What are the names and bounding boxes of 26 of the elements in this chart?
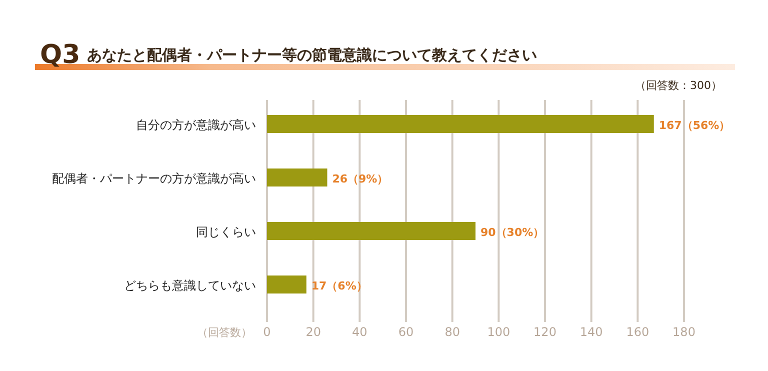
y-tick-label: どちらも意識していない <box>124 278 256 292</box>
y-tick-label: 自分の方が意識が高い <box>136 118 256 132</box>
x-tick-label: 60 <box>398 325 414 339</box>
x-tick-label: 80 <box>444 325 460 339</box>
data-label: 26（9%） <box>332 172 388 186</box>
x-tick-label: 20 <box>306 325 321 339</box>
chart-title: Q3 <box>40 40 80 70</box>
x-tick-label: 140 <box>580 325 603 339</box>
x-tick-label: 180 <box>672 325 696 339</box>
bar <box>267 168 328 186</box>
bar <box>267 276 306 294</box>
x-tick-label: 160 <box>626 325 650 339</box>
y-tick-label: 配偶者・パートナーの方が意識が高い <box>52 172 256 186</box>
x-tick-label: 40 <box>352 325 368 339</box>
chart-subtitle: あなたと配偶者・パートナー等の節電意識について教えてください <box>87 46 537 64</box>
x-tick-label: 100 <box>487 325 510 339</box>
y-tick-label: 同じくらい <box>196 225 256 239</box>
x-tick-label: 0 <box>263 325 271 339</box>
data-label: 17（6%） <box>311 280 368 292</box>
data-label: 90（30%） <box>480 226 544 239</box>
x-tick-label: 120 <box>534 325 556 339</box>
x-axis-title: （回答数） <box>197 326 252 339</box>
bar <box>267 222 476 240</box>
bar <box>267 115 654 133</box>
text: （回答数：300） <box>635 79 722 92</box>
data-label: 167（56%） <box>658 119 730 132</box>
